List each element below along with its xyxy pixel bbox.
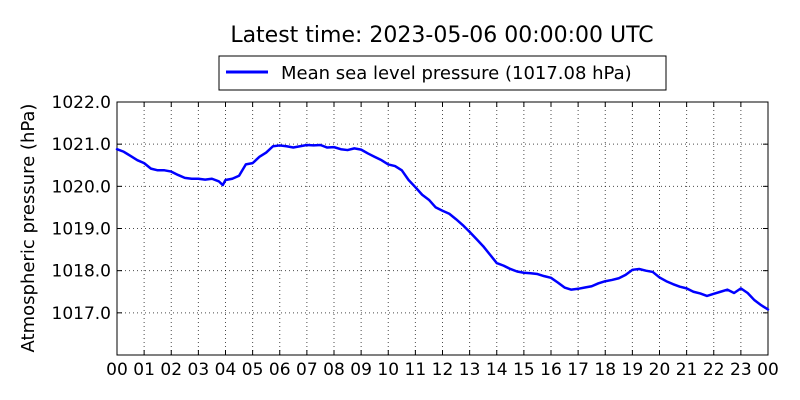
series-line: [115, 143, 770, 311]
x-tick-label: 04: [215, 360, 237, 380]
ticks: [116, 101, 769, 355]
x-tick-label: 02: [160, 360, 182, 380]
x-tick-label: 14: [486, 360, 508, 380]
y-tick-label: 1019.0: [52, 220, 111, 240]
y-tick-label: 1022.0: [52, 93, 111, 113]
y-tick-label: 1017.0: [52, 304, 111, 324]
y-tick-label: 1020.0: [52, 177, 111, 197]
x-tick-label: 21: [676, 360, 698, 380]
x-tick-label: 07: [296, 360, 318, 380]
x-tick-label: 09: [350, 360, 372, 380]
x-tick-label: 22: [703, 360, 725, 380]
y-tick-label: 1018.0: [52, 262, 111, 282]
x-tick-label: 16: [540, 360, 562, 380]
x-tick-label: 03: [188, 360, 210, 380]
x-tick-label: 11: [405, 360, 427, 380]
x-tick-labels: 00 01 02 03 04 05 06 07 08 09 10 11 12 13 14 15 16 17 18 19…: [106, 360, 779, 380]
y-tick-label: 1021.0: [52, 135, 111, 155]
x-tick-label: 08: [323, 360, 345, 380]
x-tick-label: 19: [622, 360, 644, 380]
x-tick-label: 00: [757, 360, 779, 380]
x-tick-label: 13: [459, 360, 481, 380]
legend-label: Mean sea level pressure (1017.08 hPa): [281, 63, 632, 84]
x-tick-label: 15: [513, 360, 535, 380]
x-tick-label: 20: [649, 360, 671, 380]
x-tick-label: 05: [242, 360, 264, 380]
legend-box: [218, 55, 667, 91]
grid: [117, 102, 768, 355]
x-tick-label: 06: [269, 360, 291, 380]
x-tick-label: 17: [567, 360, 589, 380]
x-tick-label: 23: [730, 360, 752, 380]
plot-area: [116, 101, 769, 356]
x-tick-label: 00: [106, 360, 128, 380]
chart-title: Latest time: 2023-05-06 00:00:00 UTC: [230, 23, 653, 48]
x-tick-label: 18: [594, 360, 616, 380]
legend: Mean sea level pressure (1017.08 hPa): [218, 55, 667, 91]
y-axis-label: Atmospheric pressure (hPa): [18, 104, 39, 353]
x-tick-label: 10: [377, 360, 399, 380]
x-tick-label: 01: [133, 360, 155, 380]
series-layer: [115, 143, 770, 311]
x-tick-label: 12: [432, 360, 454, 380]
y-tick-labels: 1017.0 1018.0 1019.0 1020.0 1021.0 1022.0: [52, 93, 111, 324]
